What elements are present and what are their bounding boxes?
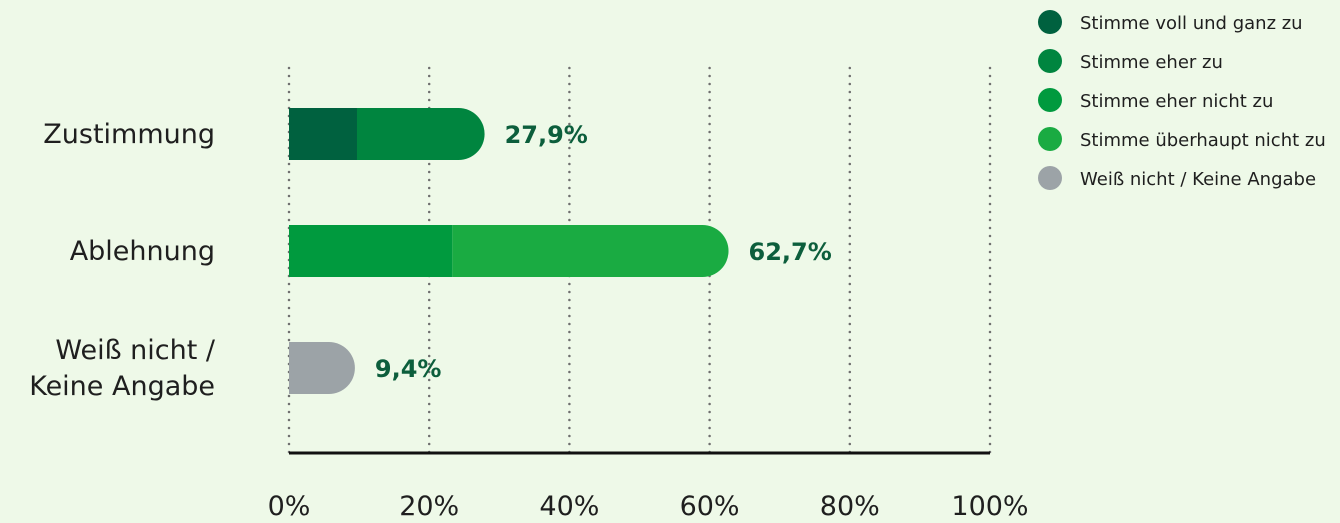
category-label: Weiß nicht / [55,335,216,366]
legend-label: Stimme eher nicht zu [1080,91,1273,112]
x-tick-label: 100% [951,491,1028,519]
legend-label: Weiß nicht / Keine Angabe [1080,169,1316,190]
legend-marker [1038,49,1062,73]
x-tick-label: 60% [680,491,740,519]
legend-marker [1038,127,1062,151]
bar-segment [452,225,729,277]
legend-label: Stimme eher zu [1080,52,1223,73]
legend-marker [1038,166,1062,190]
legend-label: Stimme überhaupt nicht zu [1080,130,1326,151]
value-label: 62,7% [749,238,832,266]
bar-segment [289,342,355,394]
value-label: 27,9% [505,121,588,149]
x-tick-label: 20% [399,491,459,519]
category-label: Keine Angabe [29,371,215,402]
x-tick-label: 0% [268,491,311,519]
value-label: 9,4% [375,355,442,383]
legend-marker [1038,10,1062,34]
bar-segment [356,108,485,160]
x-tick-label: 40% [539,491,599,519]
category-label: Ablehnung [70,236,215,267]
category-label: Zustimmung [43,119,215,150]
legend-marker [1038,88,1062,112]
bar-segment [289,225,453,277]
bar-segment [289,108,357,160]
legend-label: Stimme voll und ganz zu [1080,13,1303,34]
x-tick-label: 80% [820,491,880,519]
